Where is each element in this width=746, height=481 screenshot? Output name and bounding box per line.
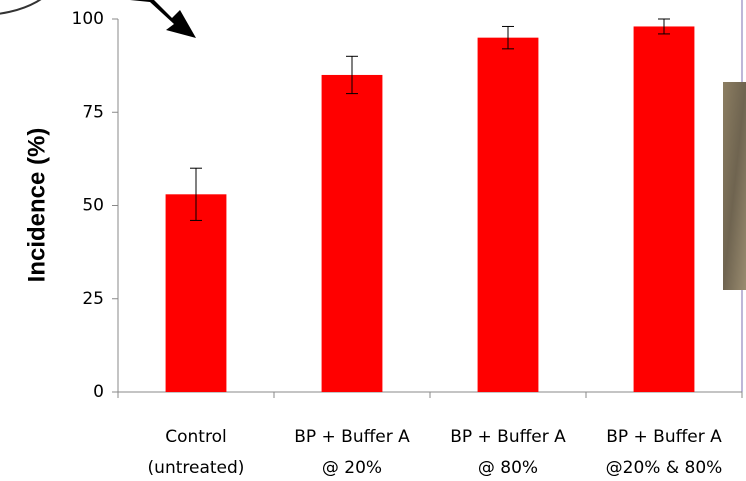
x-tick-label: (untreated) xyxy=(148,458,245,478)
bar xyxy=(477,37,539,393)
x-tick-label: @ 80% xyxy=(478,458,538,478)
bar xyxy=(633,26,695,393)
y-tick-label: 75 xyxy=(82,102,104,122)
error-bar xyxy=(502,25,514,50)
error-bar xyxy=(190,167,202,221)
error-bar xyxy=(346,55,358,95)
y-tick-label: 25 xyxy=(82,289,104,309)
x-tick-label: BP + Buffer A xyxy=(450,427,566,447)
y-tick-label: 50 xyxy=(82,196,104,216)
x-tick-label: @ 20% xyxy=(322,458,382,478)
photo xyxy=(723,82,746,290)
bar xyxy=(321,74,383,392)
x-tick-label: BP + Buffer A xyxy=(294,427,410,447)
error-bar xyxy=(658,18,670,35)
y-axis-label: Incidence (%) xyxy=(23,128,50,283)
bar xyxy=(165,194,227,392)
x-tick-label: BP + Buffer A xyxy=(606,427,722,447)
x-tick-label: @20% & 80% xyxy=(606,458,723,478)
callout-bubble xyxy=(0,0,42,15)
x-tick-label: Control xyxy=(165,427,226,447)
arrow xyxy=(130,0,196,38)
y-tick-label: 0 xyxy=(93,382,104,402)
y-tick-label: 100 xyxy=(72,9,104,29)
